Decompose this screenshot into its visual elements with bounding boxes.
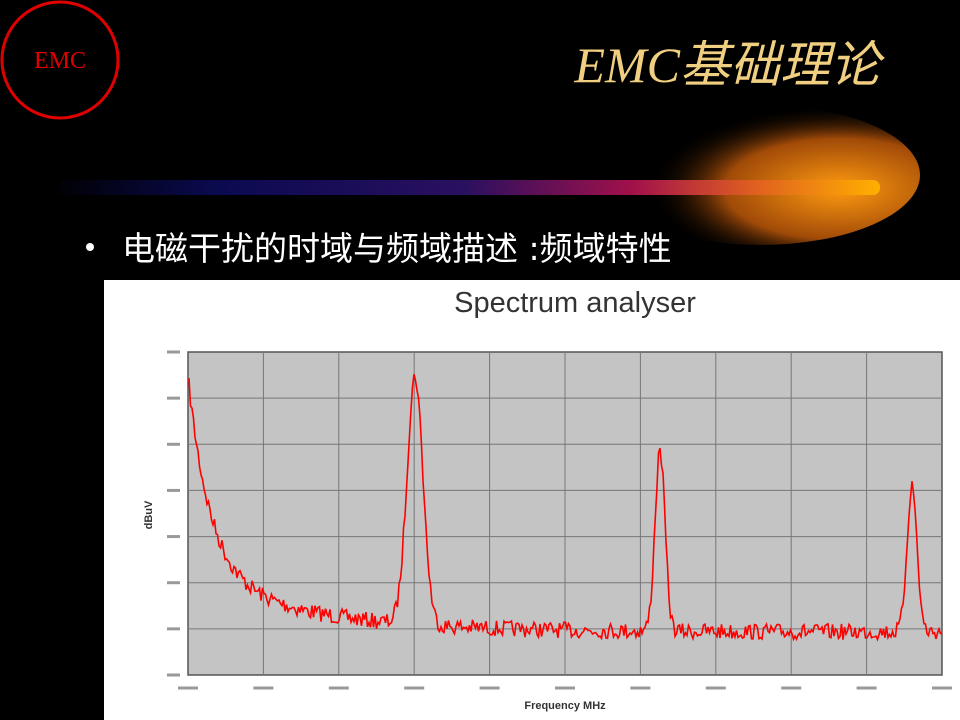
x-axis-label: Frequency MHz [524,700,606,712]
logo-circle [0,0,120,120]
swoosh-glow [600,105,920,245]
figure-title: Spectrum analyser [454,287,696,319]
bullet-dot [86,243,94,251]
logo-text: EMC [34,48,86,74]
slide-title: EMC基础理论 [573,37,885,93]
figure: Spectrum analyser dBuV Frequency MHz [104,280,960,720]
y-axis-label: dBuV [143,500,155,529]
spectrum-trace [188,374,943,642]
bullet-text: 电磁干扰的时域与频域描述 :频域特性 [122,229,672,268]
swoosh-band [50,180,880,195]
